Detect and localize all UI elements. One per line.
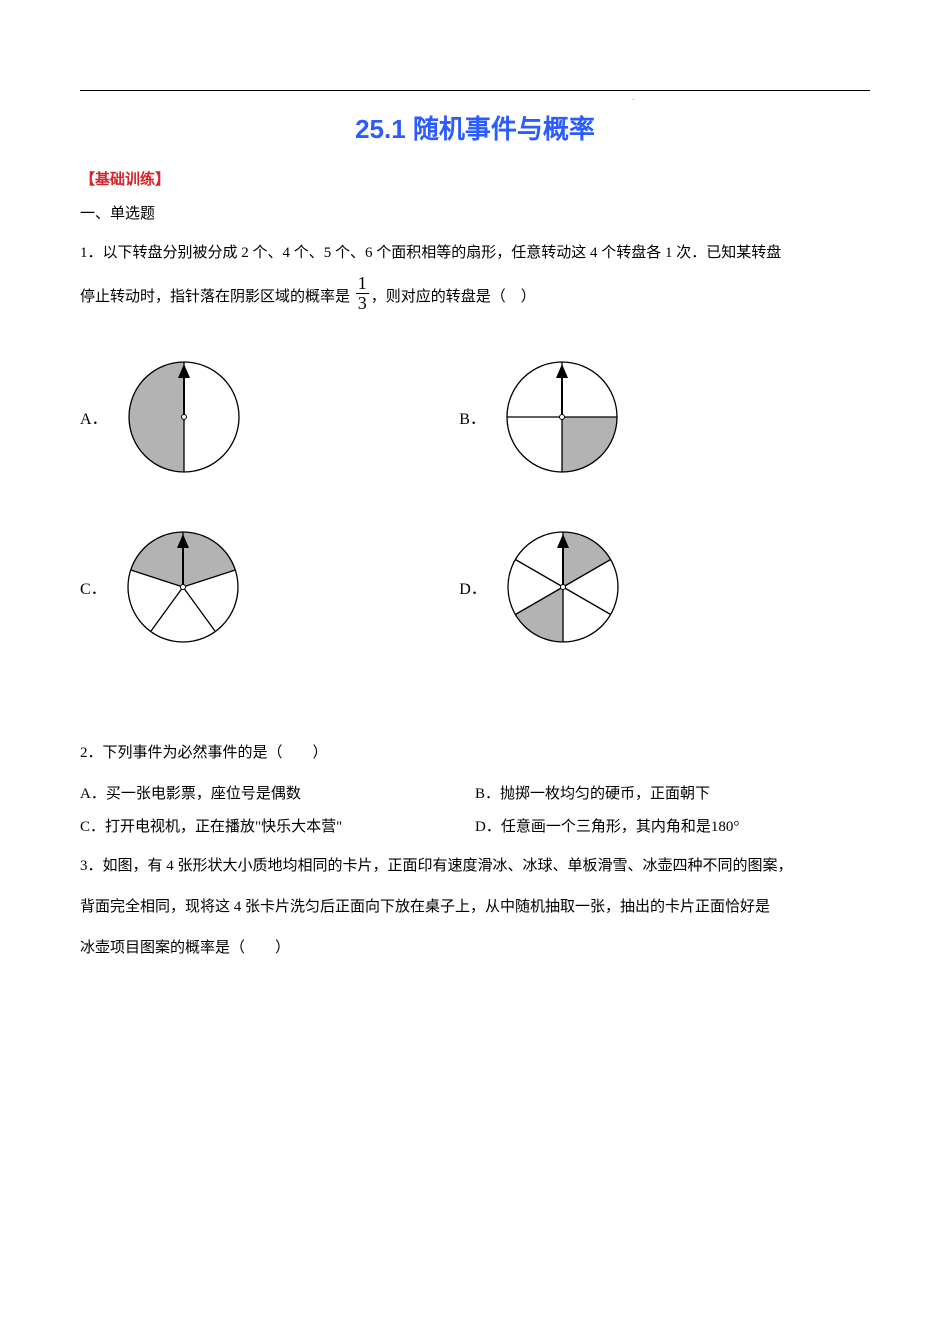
q1-opt-a-label: A．: [80, 405, 108, 429]
q1-option-d: D．: [459, 517, 838, 657]
q1-stem-line2: 停止转动时，指针落在阴影区域的概率是 1 3 ，则对应的转盘是（ ）: [80, 278, 870, 317]
q1-stem-b-post: ，则对应的转盘是（ ）: [371, 289, 536, 305]
q1-frac-den: 3: [356, 293, 369, 313]
spinner-c-icon: [113, 517, 253, 657]
q2-stem: 2．下列事件为必然事件的是（ ）: [80, 737, 870, 770]
q1-options: A． B． C． D．: [80, 347, 870, 687]
q1-option-b: B．: [459, 347, 838, 487]
q2-option-a: A．买一张电影票，座位号是偶数: [80, 778, 475, 811]
q3-line2: 背面完全相同，现将这 4 张卡片洗匀后正面向下放在桌子上，从中随机抽取一张，抽出…: [80, 891, 870, 924]
q3-line1: 3．如图，有 4 张形状大小质地均相同的卡片，正面印有速度滑冰、冰球、单板滑雪、…: [80, 850, 870, 883]
q1-frac-num: 1: [356, 274, 369, 293]
q1-opt-b-label: B．: [459, 405, 486, 429]
q1-fraction: 1 3: [356, 274, 369, 313]
q2-option-d: D．任意画一个三角形，其内角和是180°: [475, 811, 870, 844]
q2-option-c: C．打开电视机，正在播放"快乐大本营": [80, 811, 475, 844]
q1-option-a: A．: [80, 347, 459, 487]
spinner-b-icon: [492, 347, 632, 487]
decorative-mark: .: [632, 94, 634, 102]
q1-stem-b-pre: 停止转动时，指针落在阴影区域的概率是: [80, 289, 350, 305]
top-rule: [80, 90, 870, 91]
q2-option-b: B．抛掷一枚均匀的硬币，正面朝下: [475, 778, 870, 811]
q1-option-c: C．: [80, 517, 459, 657]
q2-options: A．买一张电影票，座位号是偶数 B．抛掷一枚均匀的硬币，正面朝下 C．打开电视机…: [80, 778, 870, 844]
q1-stem-line1: 1．以下转盘分别被分成 2 个、4 个、5 个、6 个面积相等的扇形，任意转动这…: [80, 237, 870, 270]
spinner-a-icon: [114, 347, 254, 487]
q2-d-deg: 180°: [711, 819, 740, 835]
q1-opt-d-label: D．: [459, 575, 487, 599]
q3-line3: 冰壶项目图案的概率是（ ）: [80, 932, 870, 965]
subsection-label: 一、单选题: [80, 199, 870, 229]
q2-d-pre: D．任意画一个三角形，其内角和是: [475, 819, 711, 835]
page-title: 25.1 随机事件与概率: [80, 109, 870, 146]
spinner-d-icon: [493, 517, 633, 657]
section-head: 【基础训练】: [80, 168, 870, 189]
q1-opt-c-label: C．: [80, 575, 107, 599]
